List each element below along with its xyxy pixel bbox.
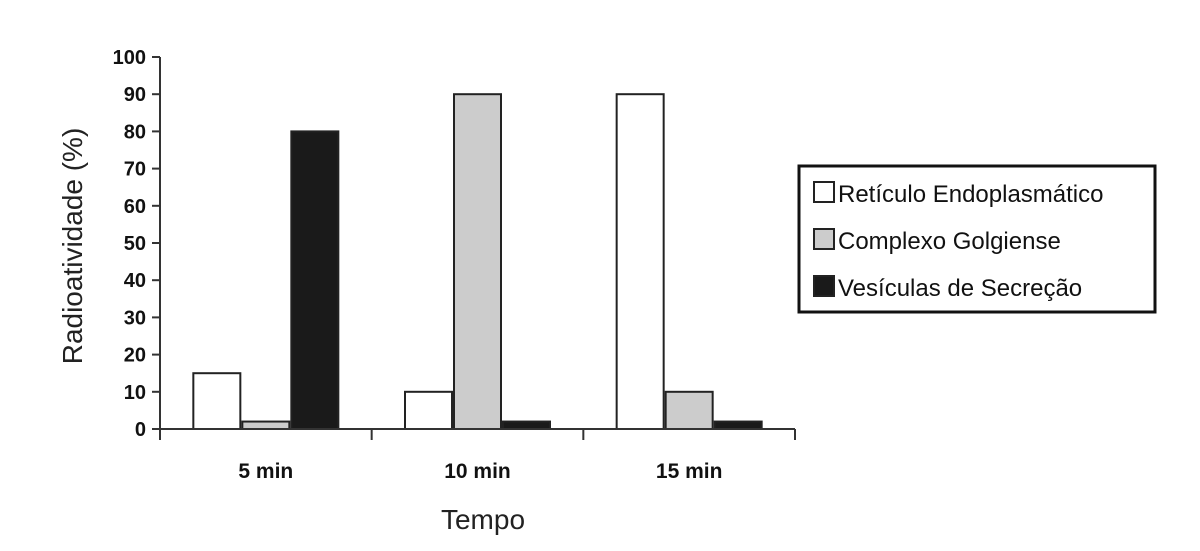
legend-label: Retículo Endoplasmático <box>838 181 1103 208</box>
x-axis-title: Tempo <box>441 504 525 535</box>
x-axis: 5 min 10 min 15 min <box>159 428 796 483</box>
bar <box>664 390 714 430</box>
y-tick-label: 50 <box>124 233 146 255</box>
y-axis: 0 10 20 30 40 50 60 70 80 90 100 <box>113 47 161 441</box>
legend-swatch <box>813 275 835 297</box>
legend: Retículo Endoplasmático Complexo Golgiens… <box>797 164 1157 314</box>
y-tick-label: 100 <box>113 47 146 69</box>
bar <box>404 390 453 430</box>
y-tick-label: 60 <box>124 196 146 218</box>
bar <box>615 93 665 430</box>
bar <box>453 93 502 430</box>
legend-label: Complexo Golgiense <box>838 228 1061 255</box>
plot-area <box>192 93 763 431</box>
legend-swatch <box>813 228 835 250</box>
y-tick-label: 40 <box>124 270 146 292</box>
legend-label: Vesículas de Secreção <box>838 275 1082 302</box>
legend-frame <box>797 164 1157 314</box>
y-tick-label: 20 <box>124 345 146 367</box>
y-tick-label: 0 <box>135 419 146 441</box>
legend-swatch <box>813 181 835 203</box>
bar <box>502 420 551 430</box>
y-tick-label: 90 <box>124 84 146 106</box>
y-tick-label: 80 <box>124 121 146 143</box>
y-axis-title: Radioatividade (%) <box>57 128 88 365</box>
bar <box>713 420 763 430</box>
bar <box>241 420 291 430</box>
bar <box>290 130 340 430</box>
y-tick-label: 70 <box>124 159 146 181</box>
x-tick-label: 10 min <box>444 460 511 483</box>
bar <box>192 372 242 431</box>
y-tick-label: 30 <box>124 307 146 329</box>
x-tick-label: 5 min <box>238 460 293 483</box>
y-tick-label: 10 <box>124 382 146 404</box>
x-tick-label: 15 min <box>656 460 723 483</box>
